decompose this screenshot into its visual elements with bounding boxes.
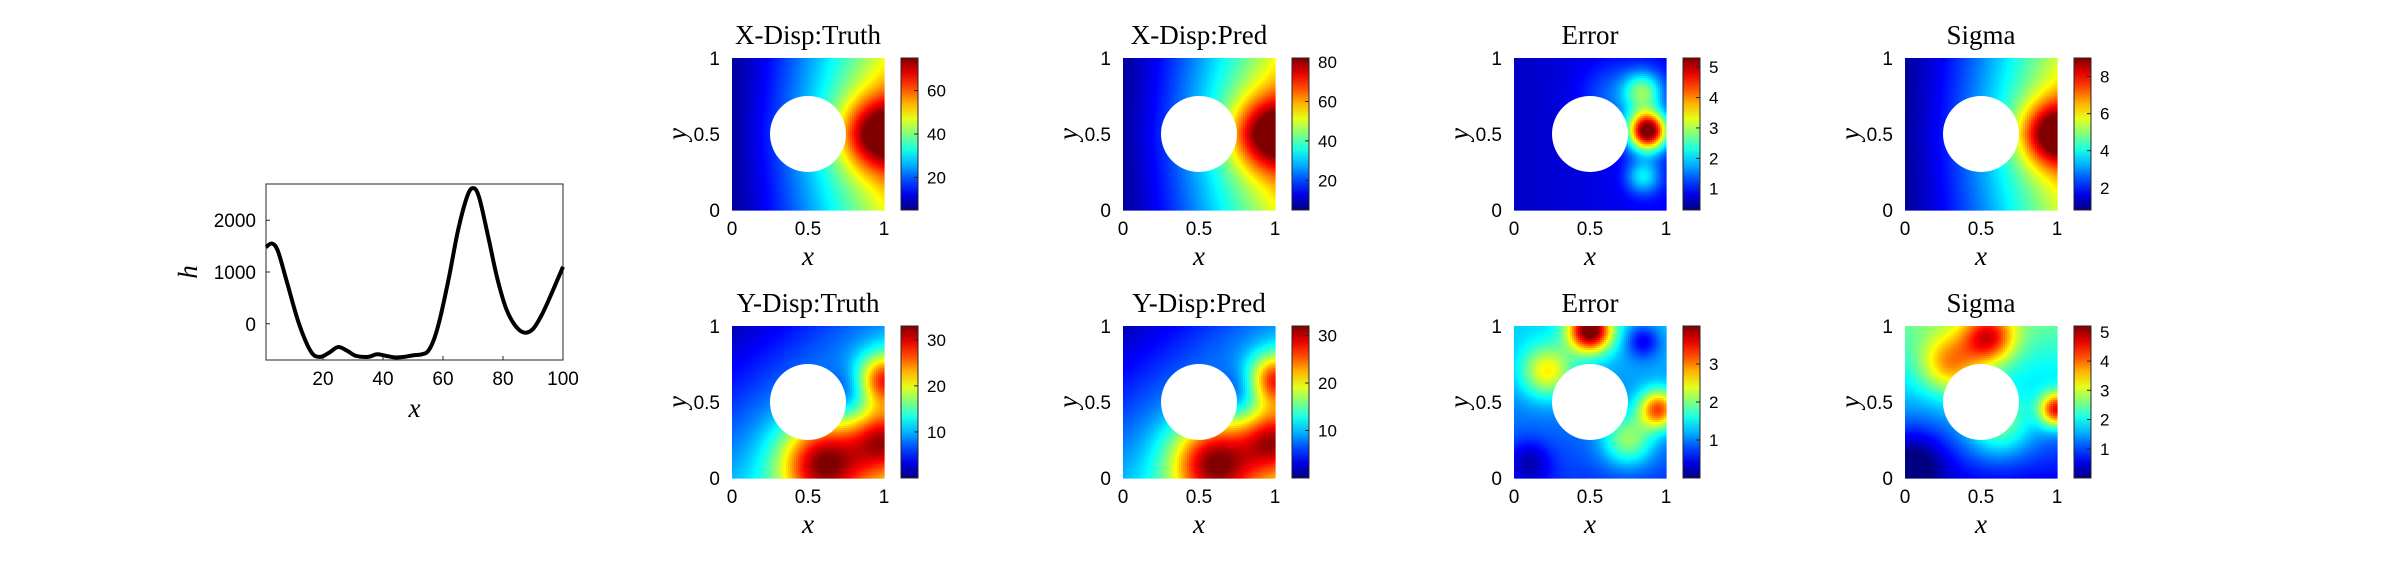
- y-tick-label: 1000: [214, 263, 256, 284]
- x-tick-label: 40: [372, 369, 393, 390]
- x-axis-label: x: [408, 393, 421, 423]
- x-tick-label: 80: [492, 369, 513, 390]
- y-tick-label: 0: [245, 315, 256, 336]
- y-tick-label: 2000: [214, 211, 256, 232]
- x-tick-label: 20: [312, 369, 333, 390]
- x-tick-label: 60: [432, 369, 453, 390]
- plot-area: [266, 184, 563, 360]
- y-axis-label: h: [173, 265, 203, 279]
- x-tick-label: 100: [547, 369, 579, 390]
